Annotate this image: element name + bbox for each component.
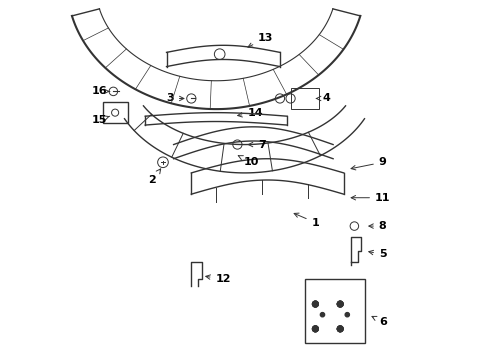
Circle shape bbox=[312, 326, 318, 332]
Text: 16: 16 bbox=[91, 86, 109, 96]
Circle shape bbox=[320, 312, 324, 317]
Circle shape bbox=[312, 326, 318, 332]
Text: 13: 13 bbox=[247, 33, 273, 47]
Circle shape bbox=[312, 301, 318, 307]
Text: 11: 11 bbox=[350, 193, 390, 203]
Text: 10: 10 bbox=[238, 156, 259, 167]
Circle shape bbox=[345, 312, 349, 317]
Circle shape bbox=[337, 326, 343, 332]
Text: 1: 1 bbox=[294, 213, 319, 228]
Circle shape bbox=[337, 301, 343, 307]
Circle shape bbox=[337, 326, 343, 332]
Circle shape bbox=[312, 301, 318, 307]
Circle shape bbox=[312, 301, 318, 307]
Text: 7: 7 bbox=[248, 140, 265, 149]
Circle shape bbox=[312, 326, 318, 332]
Circle shape bbox=[337, 301, 343, 307]
Text: 12: 12 bbox=[205, 274, 230, 284]
Text: 6: 6 bbox=[371, 316, 386, 327]
Text: 9: 9 bbox=[350, 157, 386, 170]
Text: 15: 15 bbox=[91, 115, 109, 125]
Circle shape bbox=[312, 326, 318, 332]
Bar bbox=[290, 88, 318, 109]
Text: 4: 4 bbox=[316, 94, 329, 103]
Text: 14: 14 bbox=[237, 108, 263, 118]
Text: 2: 2 bbox=[148, 169, 161, 185]
Circle shape bbox=[337, 301, 343, 307]
Circle shape bbox=[337, 326, 343, 332]
Text: 3: 3 bbox=[166, 94, 183, 103]
Circle shape bbox=[337, 301, 343, 307]
Text: 5: 5 bbox=[368, 249, 386, 260]
Circle shape bbox=[312, 301, 318, 307]
Text: 8: 8 bbox=[368, 221, 386, 231]
Circle shape bbox=[337, 326, 343, 332]
